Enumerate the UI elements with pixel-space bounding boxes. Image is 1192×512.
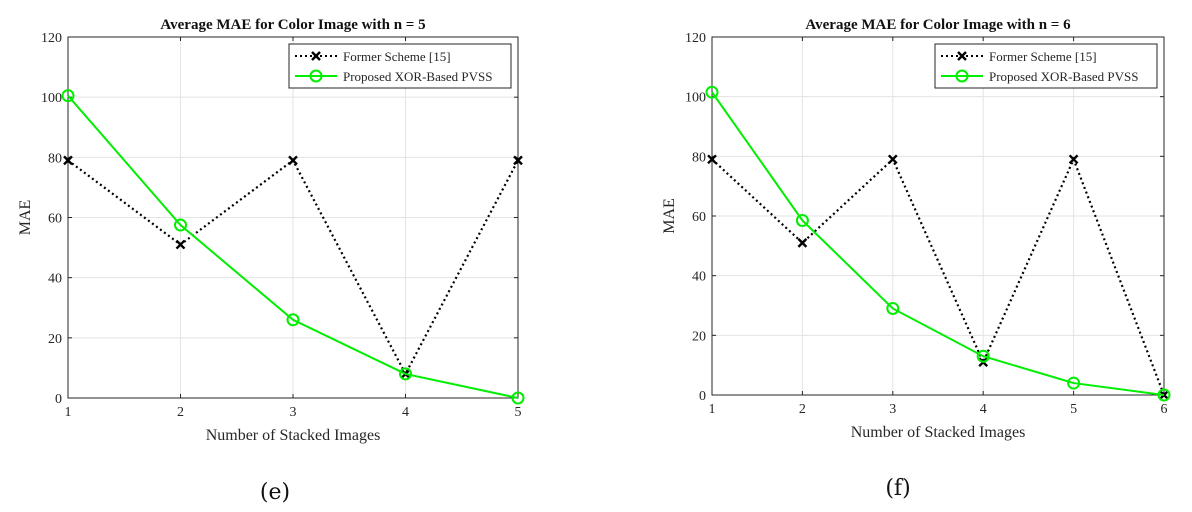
y-tick-label: 100 [685,91,706,106]
y-tick-label: 0 [699,389,706,404]
data-point [886,301,900,315]
x-tick-label: 3 [290,405,297,420]
y-tick-label: 20 [692,329,706,344]
data-point [511,391,525,405]
x-tick-label: 1 [709,402,716,417]
legend-marker [957,51,967,61]
x-axis-label: Number of Stacked Images [206,427,381,444]
marker-stroke [513,155,523,166]
marker-stroke [1068,154,1079,165]
data-point [399,367,412,381]
legend-box [288,43,512,89]
y-tick-label: 100 [41,91,62,106]
data-point [887,154,898,165]
y-axis-label: MAE [661,198,678,234]
legend-label: Former Scheme [15] [343,49,451,64]
marker-stroke [288,155,298,166]
chart-e: 1 2 3 4 5 0 20 40 60 80 100 120 Average MAE for Colo… [17,17,525,444]
marker-stroke [887,154,898,165]
caption-f: (f) [885,476,911,501]
x-tick-label: 4 [402,405,409,420]
data-point [976,349,990,363]
caption-e: (e) [259,480,291,505]
x-tick-label: 1 [65,405,72,420]
x-tick-label: 3 [889,402,896,417]
marker-stroke [175,239,186,250]
series-former-scheme [63,155,523,379]
y-tick-label: 120 [685,31,706,46]
x-tick-label: 2 [177,405,184,420]
legend-box [934,43,1158,89]
y-tick-label: 80 [692,150,706,165]
data-point [175,239,186,250]
marker-stroke [63,155,73,166]
data-point [1068,154,1079,165]
x-tick-label: 4 [980,402,987,417]
data-point [513,155,523,166]
legend-marker [311,51,321,61]
series-proposed-xor-pvss [61,89,525,405]
y-tick-label: 0 [55,392,62,407]
x-axis-label: Number of Stacked Images [851,424,1026,441]
data-point [707,154,717,165]
chart-title: Average MAE for Color Image with n = 6 [805,17,1071,33]
y-tick-label: 40 [48,272,62,287]
legend: Former Scheme [15] Proposed XOR-Based PVS… [288,43,512,89]
x-tick-label: 2 [799,402,806,417]
data-point [705,85,719,99]
data-point [174,218,187,232]
y-tick-label: 80 [48,151,62,166]
data-point [797,238,808,248]
legend-marker [309,69,323,83]
y-axis-label: MAE [17,200,34,236]
data-point [61,89,75,103]
legend-label: Proposed XOR-Based PVSS [989,69,1139,84]
data-point [288,155,298,166]
legend-label: Former Scheme [15] [989,49,1097,64]
legend: Former Scheme [15] Proposed XOR-Based PVS… [934,43,1158,89]
legend-label: Proposed XOR-Based PVSS [343,69,493,84]
x-tick-label: 6 [1161,402,1168,417]
marker-stroke [797,238,808,248]
x-tick-label: 5 [1070,402,1077,417]
series-line [67,95,519,399]
series-former-scheme [707,154,1169,400]
y-tick-label: 120 [41,31,62,46]
data-point [1157,388,1171,402]
y-tick-label: 60 [48,212,62,227]
series-proposed-xor-pvss [705,85,1171,402]
marker-stroke [707,154,717,165]
series-line [711,91,1165,396]
x-tick-label: 5 [515,405,522,420]
data-point [286,313,300,327]
chart-title: Average MAE for Color Image with n = 5 [160,17,425,33]
legend-marker [955,69,969,83]
data-point [795,213,809,227]
y-tick-label: 60 [692,210,706,225]
y-tick-label: 40 [692,270,706,285]
data-point [63,155,73,166]
data-point [1067,376,1081,390]
y-tick-label: 20 [48,332,62,347]
